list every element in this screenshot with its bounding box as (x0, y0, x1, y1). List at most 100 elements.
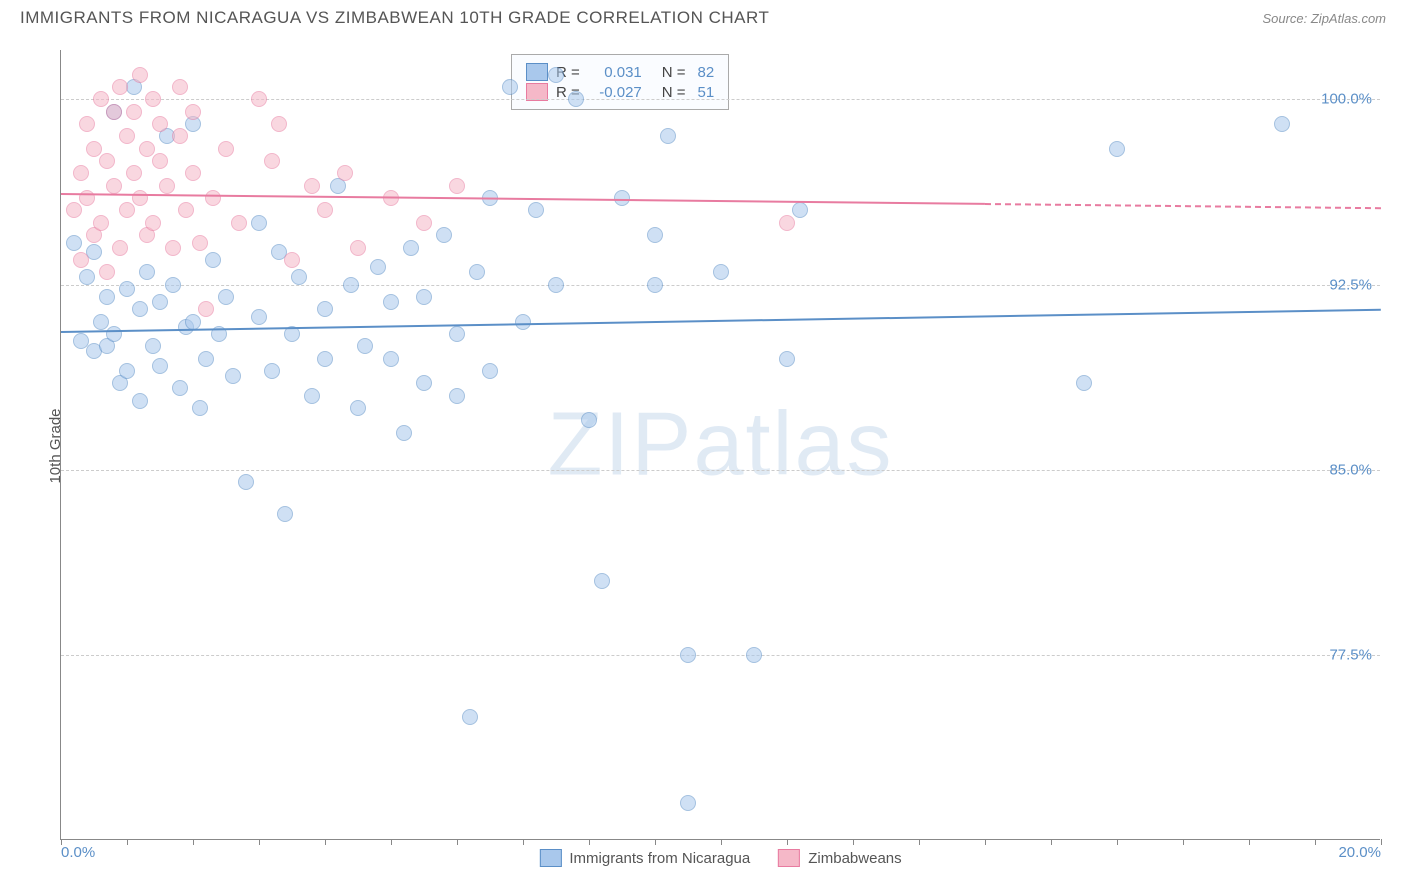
legend-swatch (526, 83, 548, 101)
data-point (198, 351, 214, 367)
x-tick (985, 839, 986, 845)
data-point (73, 252, 89, 268)
x-tick (259, 839, 260, 845)
data-point (449, 178, 465, 194)
data-point (680, 795, 696, 811)
data-point (238, 474, 254, 490)
watermark-zip: ZIP (547, 394, 693, 494)
y-tick-label: 92.5% (1329, 276, 1372, 293)
x-tick (1381, 839, 1382, 845)
data-point (119, 281, 135, 297)
data-point (350, 240, 366, 256)
data-point (119, 363, 135, 379)
data-point (291, 269, 307, 285)
x-tick (1051, 839, 1052, 845)
data-point (271, 116, 287, 132)
data-point (548, 67, 564, 83)
data-point (436, 227, 452, 243)
data-point (264, 363, 280, 379)
data-point (416, 215, 432, 231)
data-point (660, 128, 676, 144)
data-point (548, 277, 564, 293)
data-point (205, 190, 221, 206)
data-point (178, 202, 194, 218)
data-point (79, 269, 95, 285)
legend-swatch (539, 849, 561, 867)
data-point (482, 363, 498, 379)
data-point (86, 141, 102, 157)
data-point (343, 277, 359, 293)
legend-r-value: -0.027 (592, 84, 642, 101)
data-point (284, 252, 300, 268)
trend-line-dashed (985, 203, 1381, 209)
x-tick (1183, 839, 1184, 845)
x-tick (919, 839, 920, 845)
x-tick (523, 839, 524, 845)
data-point (416, 289, 432, 305)
x-tick (193, 839, 194, 845)
data-point (198, 301, 214, 317)
data-point (218, 289, 234, 305)
data-point (1109, 141, 1125, 157)
x-tick (589, 839, 590, 845)
data-point (218, 141, 234, 157)
data-point (304, 388, 320, 404)
data-point (185, 104, 201, 120)
data-point (568, 91, 584, 107)
data-point (152, 153, 168, 169)
data-point (231, 215, 247, 231)
data-point (106, 326, 122, 342)
data-point (251, 91, 267, 107)
data-point (192, 400, 208, 416)
data-point (396, 425, 412, 441)
data-point (165, 277, 181, 293)
data-point (713, 264, 729, 280)
legend-item: Immigrants from Nicaragua (539, 849, 750, 867)
data-point (192, 235, 208, 251)
data-point (152, 116, 168, 132)
data-point (172, 128, 188, 144)
data-point (106, 178, 122, 194)
grid-line (61, 285, 1380, 286)
grid-line (61, 655, 1380, 656)
data-point (581, 412, 597, 428)
legend-series-name: Immigrants from Nicaragua (569, 850, 750, 867)
x-tick-label: 0.0% (61, 844, 95, 861)
data-point (594, 573, 610, 589)
data-point (112, 79, 128, 95)
legend-row: R =-0.027N =51 (526, 83, 714, 101)
data-point (462, 709, 478, 725)
legend-swatch (778, 849, 800, 867)
data-point (119, 128, 135, 144)
data-point (152, 294, 168, 310)
data-point (112, 240, 128, 256)
data-point (139, 264, 155, 280)
data-point (185, 165, 201, 181)
data-point (449, 388, 465, 404)
data-point (792, 202, 808, 218)
data-point (145, 338, 161, 354)
x-tick (1315, 839, 1316, 845)
y-tick-label: 85.0% (1329, 461, 1372, 478)
data-point (119, 202, 135, 218)
data-point (251, 309, 267, 325)
data-point (145, 215, 161, 231)
x-tick (721, 839, 722, 845)
x-tick-label: 20.0% (1338, 844, 1381, 861)
data-point (647, 277, 663, 293)
data-point (185, 314, 201, 330)
data-point (350, 400, 366, 416)
data-point (172, 380, 188, 396)
data-point (317, 301, 333, 317)
x-tick (127, 839, 128, 845)
data-point (304, 178, 320, 194)
stats-legend: R =0.031N =82R =-0.027N =51 (511, 54, 729, 110)
data-point (370, 259, 386, 275)
y-tick-label: 77.5% (1329, 646, 1372, 663)
data-point (1274, 116, 1290, 132)
data-point (449, 326, 465, 342)
data-point (746, 647, 762, 663)
data-point (469, 264, 485, 280)
legend-series-name: Zimbabweans (808, 850, 901, 867)
data-point (264, 153, 280, 169)
